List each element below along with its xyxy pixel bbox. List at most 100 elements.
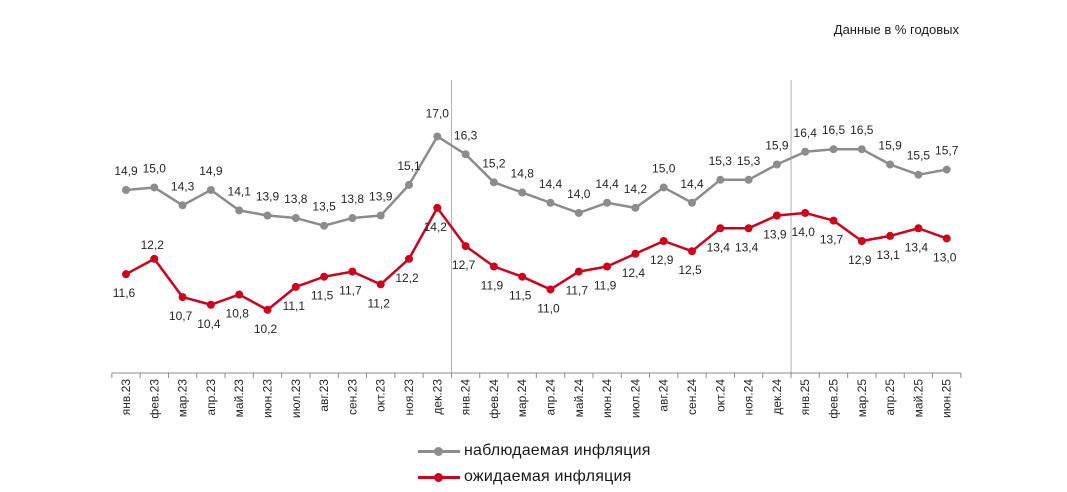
x-tick-label: июл.23: [289, 379, 303, 418]
x-tick-label: янв.25: [798, 379, 812, 416]
data-point-expected: [263, 305, 272, 314]
data-point-observed: [405, 180, 413, 189]
data-label-observed: 15,9: [878, 139, 902, 153]
x-tick-label: май.24: [572, 379, 586, 418]
data-point-expected: [178, 293, 187, 302]
data-point-expected: [942, 234, 951, 243]
x-tick-label: апр.25: [883, 379, 897, 416]
data-label-expected: 12,2: [395, 271, 419, 285]
data-label-observed: 15,9: [765, 139, 789, 153]
data-point-observed: [603, 198, 612, 207]
data-point-observed: [461, 150, 470, 159]
data-point-expected: [235, 290, 244, 299]
data-label-expected: 11,5: [311, 289, 334, 303]
x-tick-label: окт.24: [713, 379, 727, 412]
data-label-observed: 13,8: [341, 192, 365, 206]
legend: наблюдаемая инфляция ожидаемая инфляция: [418, 440, 651, 492]
data-point-observed: [206, 186, 215, 194]
data-label-expected: 11,7: [339, 284, 362, 298]
data-label-expected: 12,9: [650, 253, 674, 267]
x-tick-label: апр.23: [204, 379, 218, 416]
data-label-observed: 14,3: [171, 179, 195, 193]
data-label-expected: 13,4: [735, 240, 759, 254]
legend-swatch-observed: [418, 444, 460, 458]
data-label-observed: 14,4: [539, 177, 563, 191]
legend-item-expected: ожидаемая инфляция: [418, 466, 651, 488]
data-point-expected: [206, 300, 215, 309]
data-point-expected: [829, 216, 838, 225]
data-label-expected: 11,7: [566, 284, 589, 298]
data-point-observed: [574, 208, 583, 217]
x-tick-label: июл.24: [628, 379, 642, 418]
data-point-observed: [744, 175, 753, 184]
data-point-observed: [631, 203, 640, 212]
data-label-observed: 14,4: [595, 177, 619, 191]
data-label-observed: 16,3: [454, 128, 478, 142]
data-point-observed: [716, 175, 725, 184]
x-tick-label: мар.24: [515, 379, 529, 418]
x-tick-label: июн.24: [600, 379, 614, 418]
data-point-expected: [744, 224, 753, 233]
data-label-observed: 14,2: [624, 182, 648, 196]
data-point-expected: [518, 272, 527, 281]
data-point-expected: [772, 211, 781, 220]
unit-note: Данные в % годовых: [833, 22, 959, 37]
data-point-observed: [348, 214, 357, 223]
data-label-expected: 11,0: [537, 301, 560, 315]
x-tick-label: ноя.24: [742, 379, 756, 416]
data-label-expected: 14,0: [792, 225, 816, 239]
data-point-expected: [886, 231, 895, 240]
x-tick-label: авг.24: [657, 379, 671, 412]
data-point-observed: [857, 145, 866, 154]
data-point-observed: [801, 147, 810, 156]
data-point-expected: [376, 280, 385, 289]
inflation-line-chart: янв.23 фев.23 мар.23 апр.23 май.23 июн.23 июл.…: [111, 80, 962, 419]
data-point-observed: [942, 165, 951, 174]
x-tick-label: фев.25: [827, 379, 841, 419]
x-tick-label: сен.24: [685, 379, 699, 415]
data-label-expected: 12,5: [678, 263, 702, 277]
legend-item-observed: наблюдаемая инфляция: [418, 440, 651, 462]
x-tick-label: июн.23: [261, 379, 275, 418]
x-tick-label: окт.23: [374, 379, 388, 412]
data-label-observed: 13,8: [284, 192, 308, 206]
data-point-observed: [178, 201, 187, 210]
x-tick-label: мар.23: [176, 379, 190, 418]
data-label-expected: 12,2: [141, 238, 165, 252]
x-tick-label: дек.23: [430, 379, 444, 415]
data-point-observed: [518, 188, 527, 197]
data-label-observed: 15,3: [709, 154, 733, 168]
data-point-observed: [320, 221, 329, 230]
data-point-expected: [688, 247, 696, 256]
data-point-expected: [150, 254, 159, 263]
data-label-expected: 13,0: [933, 250, 957, 264]
data-label-observed: 13,5: [312, 200, 336, 214]
x-tick-label: май.25: [911, 379, 925, 418]
series-line-expected: [125, 206, 948, 312]
data-point-observed: [122, 186, 130, 194]
x-tick-label: фев.24: [487, 379, 501, 419]
data-point-observed: [829, 145, 838, 154]
data-point-observed: [376, 211, 385, 220]
data-label-expected: 11,9: [594, 279, 617, 293]
data-label-expected: 14,2: [424, 220, 448, 234]
data-label-expected: 13,4: [905, 240, 929, 254]
data-point-observed: [489, 178, 498, 187]
data-label-expected: 13,1: [876, 248, 900, 262]
data-label-observed: 16,4: [794, 126, 818, 140]
x-tick-label: дек.24: [770, 379, 784, 415]
x-tick-label: янв.23: [119, 379, 133, 416]
data-point-expected: [461, 242, 470, 251]
data-label-expected: 11,5: [509, 289, 532, 303]
x-tick-label: сен.23: [345, 379, 359, 415]
series-line-observed: [125, 135, 947, 227]
data-label-observed: 15,2: [482, 156, 506, 170]
data-point-observed: [772, 160, 781, 169]
x-tick-label: апр.24: [544, 379, 558, 416]
data-point-observed: [263, 211, 272, 220]
legend-label-expected: ожидаемая инфляция: [464, 468, 632, 485]
data-label-expected: 10,2: [254, 322, 278, 336]
data-point-observed: [688, 198, 696, 207]
data-point-expected: [348, 267, 357, 276]
data-label-expected: 11,1: [283, 299, 306, 313]
